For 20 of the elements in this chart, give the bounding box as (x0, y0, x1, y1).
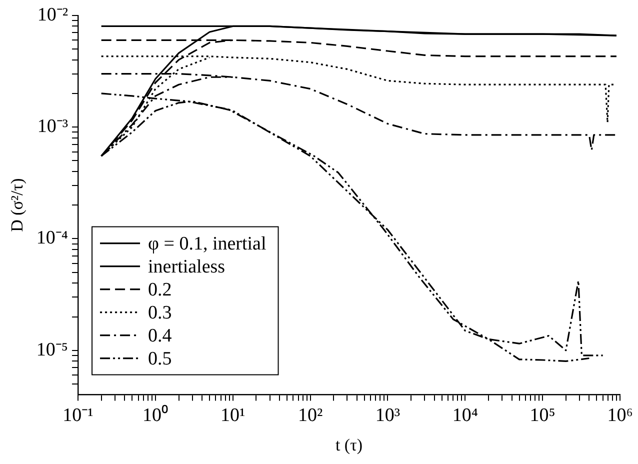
legend-label: 0.5 (148, 348, 172, 370)
x-tick-label: 10⁶ (607, 405, 633, 426)
y-axis-title: D (σ²/τ) (8, 178, 27, 232)
legend-label: φ = 0.1, inertial (148, 233, 266, 254)
x-tick-label: 10² (298, 405, 323, 426)
y-tick-label: 10⁻⁴ (36, 228, 68, 249)
y-tick-label: 10⁻² (37, 4, 68, 26)
legend-label: 0.4 (148, 325, 172, 346)
x-tick-label: 10¹ (220, 405, 246, 426)
x-tick-label: 10⁰ (142, 404, 168, 426)
y-tick-label: 10⁻³ (37, 116, 68, 138)
legend-label: 0.2 (148, 279, 172, 300)
x-tick-label: 10³ (375, 405, 400, 426)
legend-label: 0.3 (148, 302, 172, 324)
x-axis-title: t (τ) (335, 435, 363, 454)
x-tick-label: 10⁴ (452, 405, 478, 426)
y-tick-label: 10⁻⁵ (36, 339, 68, 360)
legend-label: inertialess (148, 256, 226, 278)
x-tick-label: 10⁻¹ (62, 405, 94, 426)
x-tick-label: 10⁵ (530, 405, 556, 426)
